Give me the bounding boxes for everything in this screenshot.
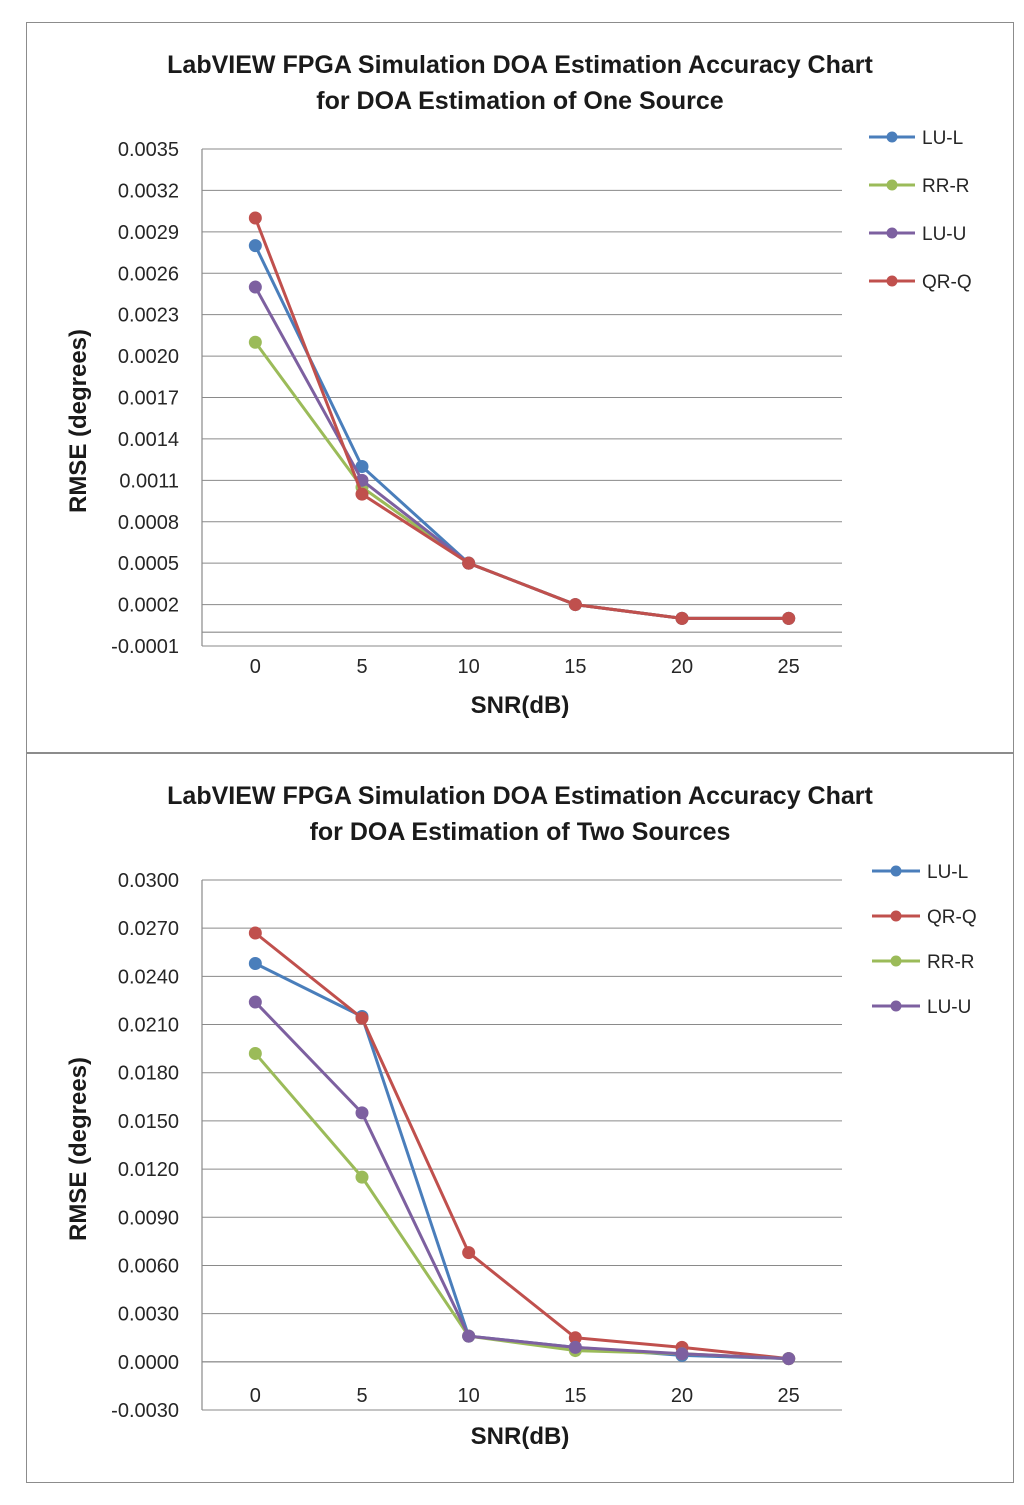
x-tick-label: 15 <box>564 656 586 678</box>
y-axis-title: RMSE (degrees) <box>65 1057 92 1241</box>
y-tick-label: 0.0150 <box>118 1111 179 1133</box>
y-tick-label: 0.0020 <box>118 346 179 368</box>
series-line-qr-q <box>254 931 789 1361</box>
legend-label-qr-q: QR-Q <box>927 907 977 928</box>
legend-label-lu-u: LU-U <box>927 997 971 1018</box>
y-tick-label: -0.0030 <box>111 1400 179 1422</box>
data-point-lu-u <box>355 1106 369 1120</box>
data-point-lu-u <box>568 1340 582 1354</box>
y-tick-label: 0.0017 <box>118 388 179 410</box>
y-tick-label: 0.0030 <box>118 1304 179 1326</box>
legend-label-rr-r: RR-R <box>922 176 970 197</box>
data-point-lu-l <box>355 460 369 474</box>
chart-panel-one-source: LabVIEW FPGA Simulation DOA Estimation A… <box>26 22 1014 753</box>
series-line-lu-l <box>254 962 789 1361</box>
y-tick-label: 0.0008 <box>118 512 179 534</box>
y-tick-label: 0.0210 <box>118 1015 179 1037</box>
legend-marker-rr-r <box>886 179 898 191</box>
data-point-rr-r <box>248 1046 262 1060</box>
data-point-qr-q <box>675 611 689 625</box>
data-point-lu-l <box>248 957 262 971</box>
legend-marker-lu-u <box>890 1000 902 1012</box>
y-tick-label: 0.0035 <box>118 139 179 161</box>
data-point-qr-q <box>568 1331 582 1345</box>
data-point-lu-u <box>675 1347 689 1361</box>
y-tick-label: 0.0060 <box>118 1255 179 1277</box>
x-tick-label: 0 <box>250 1385 261 1407</box>
data-point-rr-r <box>355 1170 369 1184</box>
plot-area: -0.0030 0.0000 0.0030 0.0060 0.0090 0.0120 0.0… <box>111 870 842 1422</box>
y-tick-label: 0.0002 <box>118 595 179 617</box>
data-point-qr-q <box>355 487 369 501</box>
y-tick-label: 0.0029 <box>118 222 179 244</box>
x-tick-label: 10 <box>458 656 480 678</box>
legend-label-lu-u: LU-U <box>922 224 966 245</box>
y-tick-label: 0.0011 <box>119 470 179 492</box>
legend-marker-lu-l <box>890 865 902 877</box>
chart-panel-two-sources: LabVIEW FPGA Simulation DOA Estimation A… <box>26 753 1014 1483</box>
y-tick-label: 0.0090 <box>118 1207 179 1229</box>
data-point-qr-q <box>248 926 262 940</box>
chart-title: LabVIEW FPGA Simulation DOA Estimation A… <box>167 782 873 810</box>
y-tick-label: 0.0240 <box>118 966 179 988</box>
data-point-rr-r <box>248 335 262 349</box>
chart-subtitle: for DOA Estimation of Two Sources <box>310 818 731 846</box>
data-point-lu-u <box>462 1329 476 1343</box>
legend-marker-lu-l <box>886 131 898 143</box>
series-line-lu-u <box>254 1001 789 1361</box>
y-tick-label: 0.0300 <box>118 870 179 892</box>
data-point-qr-q <box>462 556 476 570</box>
y-tick-label: 0.0023 <box>118 305 179 327</box>
series-line-rr-r <box>254 1052 789 1361</box>
chart-two-sources: LabVIEW FPGA Simulation DOA Estimation A… <box>65 782 977 1450</box>
x-tick-label: 5 <box>356 656 367 678</box>
data-point-qr-q <box>355 1011 369 1025</box>
x-tick-label: 15 <box>564 1385 586 1407</box>
y-tick-label: 0.0032 <box>118 180 179 202</box>
x-tick-label: 0 <box>250 656 261 678</box>
legend-marker-qr-q <box>890 910 902 922</box>
x-axis-title: SNR(dB) <box>471 692 570 719</box>
x-tick-label: 25 <box>778 1385 800 1407</box>
data-point-lu-u <box>248 280 262 294</box>
y-tick-label: 0.0180 <box>118 1063 179 1085</box>
legend-label-lu-l: LU-L <box>922 128 963 149</box>
y-tick-label: 0.0005 <box>118 553 179 575</box>
data-point-qr-q <box>782 611 796 625</box>
x-tick-label: 10 <box>458 1385 480 1407</box>
legend-label-rr-r: RR-R <box>927 952 975 973</box>
y-tick-label: 0.0026 <box>118 263 179 285</box>
data-point-lu-u <box>248 995 262 1009</box>
y-tick-label: 0.0120 <box>118 1159 179 1181</box>
x-axis-title: SNR(dB) <box>471 1423 570 1450</box>
x-tick-label: 20 <box>671 1385 693 1407</box>
x-tick-label: 5 <box>356 1385 367 1407</box>
x-tick-label: 25 <box>778 656 800 678</box>
legend-marker-rr-r <box>890 955 902 967</box>
legend-label-qr-q: QR-Q <box>922 272 972 293</box>
data-point-lu-u <box>782 1352 796 1366</box>
y-tick-label: 0.0014 <box>118 429 179 451</box>
legend-marker-lu-u <box>886 227 898 239</box>
chart-title: LabVIEW FPGA Simulation DOA Estimation A… <box>167 51 873 79</box>
plot-area: -0.0001 0.0002 0.0005 0.0008 0.0011 0.0014 0.0… <box>111 139 842 678</box>
data-point-lu-l <box>248 239 262 253</box>
data-point-qr-q <box>462 1246 476 1260</box>
chart-subtitle: for DOA Estimation of One Source <box>316 87 724 115</box>
data-point-qr-q <box>248 211 262 225</box>
chart-one-source: LabVIEW FPGA Simulation DOA Estimation A… <box>65 51 972 719</box>
legend: LU-L RR-R LU-U QR-Q <box>869 128 972 293</box>
y-tick-label: 0.0000 <box>118 1352 179 1374</box>
y-tick-label: 0.0270 <box>118 918 179 940</box>
legend: LU-L QR-Q RR-R LU-U <box>872 862 977 1018</box>
y-tick-label: -0.0001 <box>111 636 179 658</box>
x-tick-label: 20 <box>671 656 693 678</box>
legend-label-lu-l: LU-L <box>927 862 968 883</box>
series-line-qr-q <box>253 217 789 620</box>
y-axis-title: RMSE (degrees) <box>65 329 92 513</box>
legend-marker-qr-q <box>886 275 898 287</box>
data-point-qr-q <box>568 598 582 612</box>
